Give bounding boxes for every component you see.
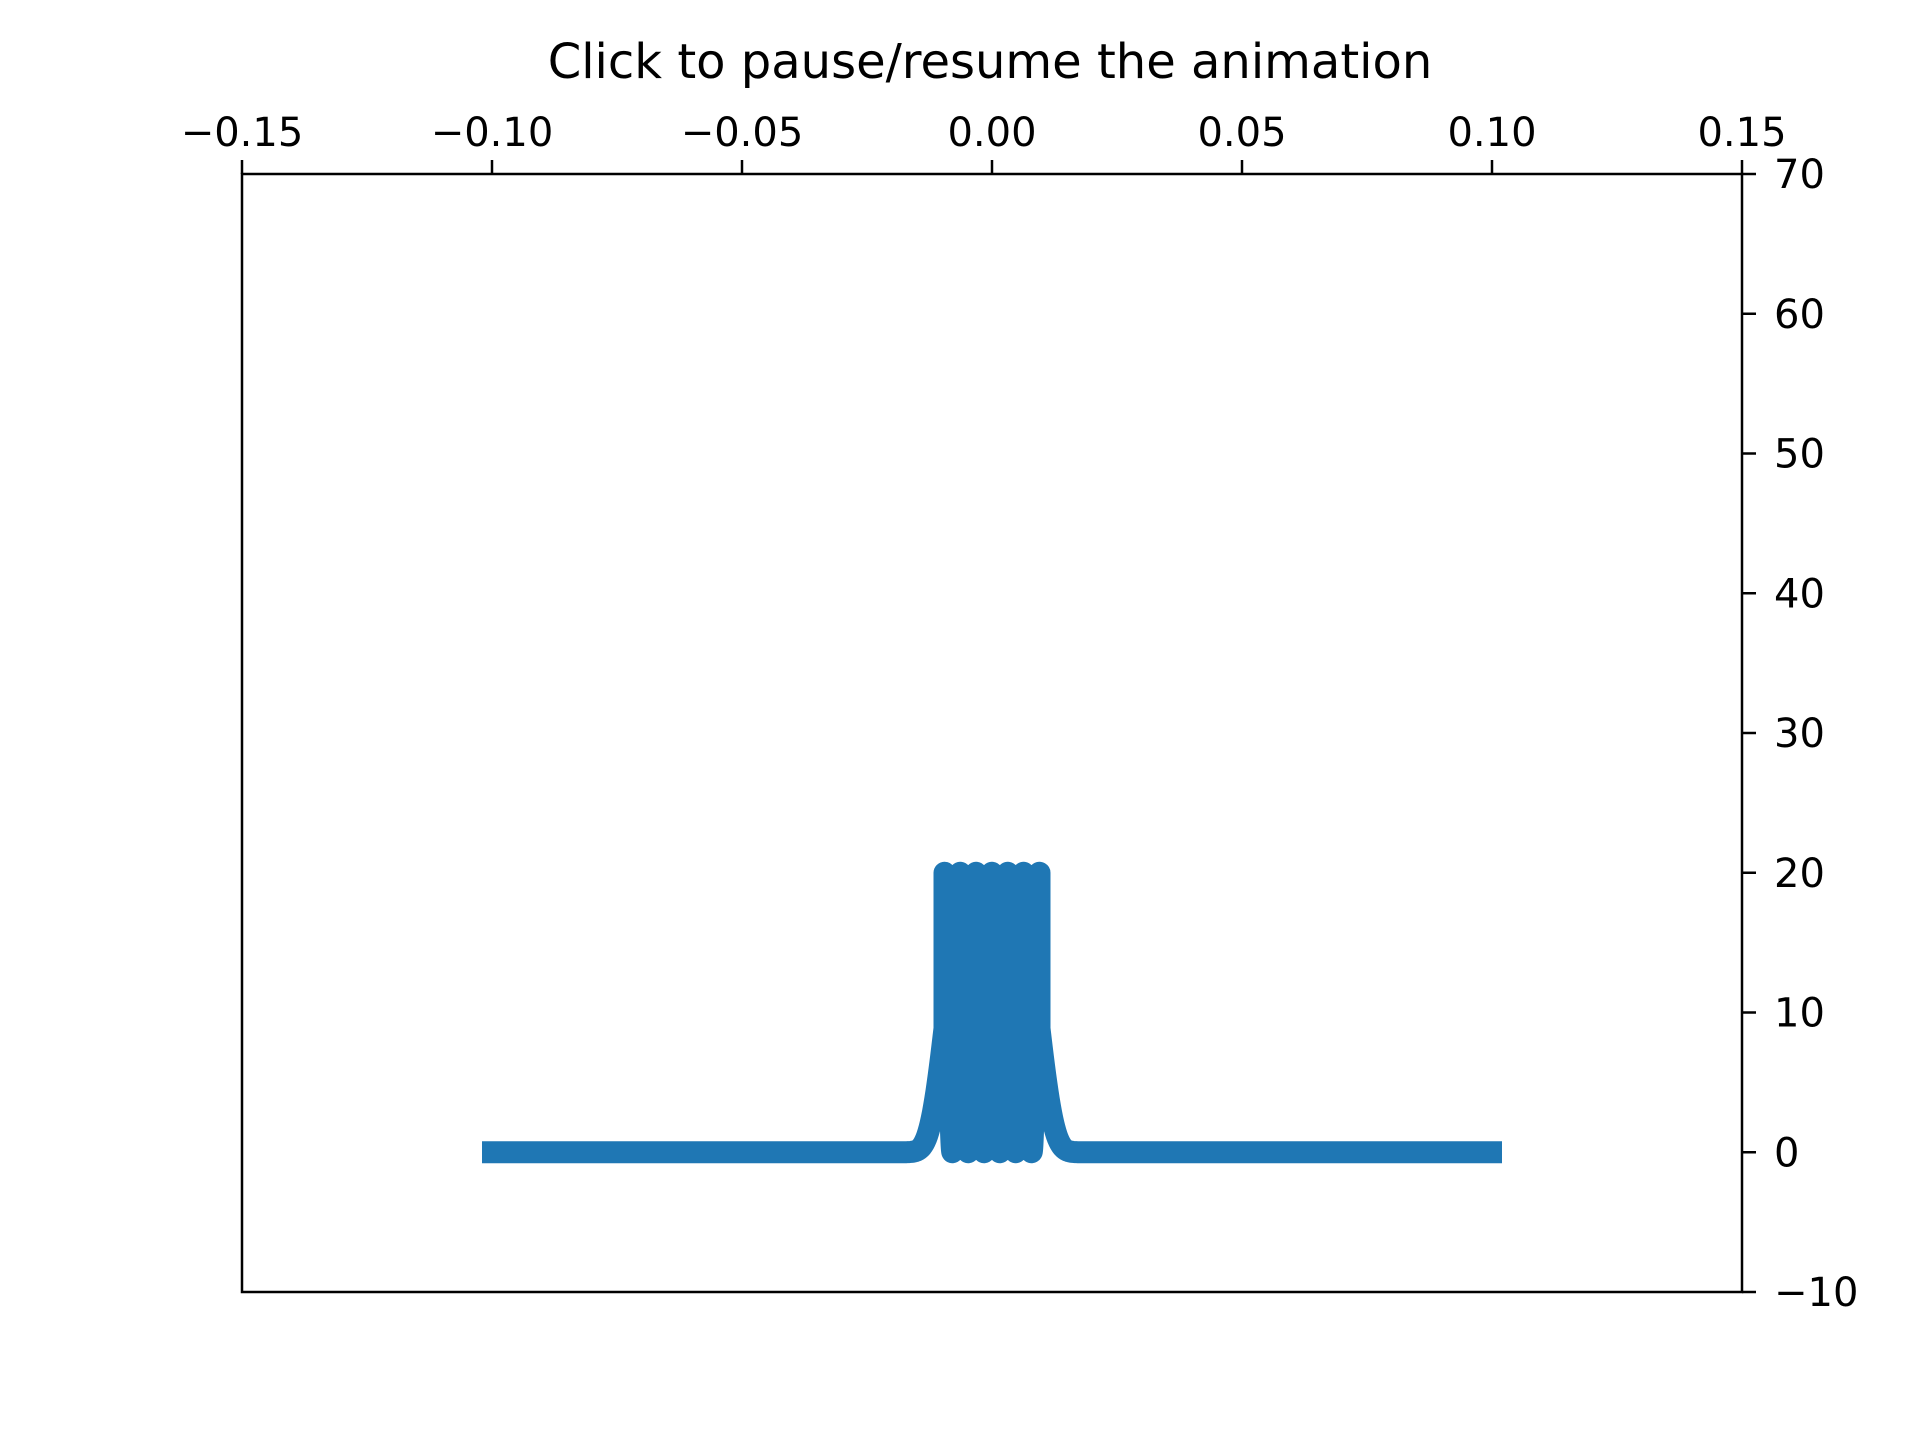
y-tick-label: 50	[1774, 432, 1825, 478]
x-tick-label: 0.15	[1697, 110, 1786, 156]
x-tick-label: −0.15	[181, 110, 304, 156]
y-tick-label: 0	[1774, 1130, 1799, 1176]
y-tick-label: 70	[1774, 152, 1825, 198]
x-tick-label: 0.05	[1197, 110, 1286, 156]
x-tick-label: 0.10	[1447, 110, 1536, 156]
chart-title: Click to pause/resume the animation	[548, 34, 1433, 90]
y-tick-label: 60	[1774, 292, 1825, 338]
series-layer	[472, 861, 1512, 1164]
x-tick-label: −0.10	[431, 110, 554, 156]
y-axis-ticks: 70 60 50 40 30 20 10 0 −10	[1742, 152, 1858, 1316]
y-tick-label: 10	[1774, 991, 1825, 1037]
y-tick-label: 20	[1774, 851, 1825, 897]
y-tick-label: −10	[1774, 1270, 1858, 1316]
x-tick-label: 0.00	[947, 110, 1036, 156]
y-tick-label: 30	[1774, 711, 1825, 757]
series-line	[472, 861, 1512, 1164]
y-tick-label: 40	[1774, 571, 1825, 617]
x-tick-label: −0.05	[681, 110, 804, 156]
x-axis-ticks: −0.15 −0.10 −0.05 0.00 0.05 0.10 0.15	[181, 110, 1787, 174]
